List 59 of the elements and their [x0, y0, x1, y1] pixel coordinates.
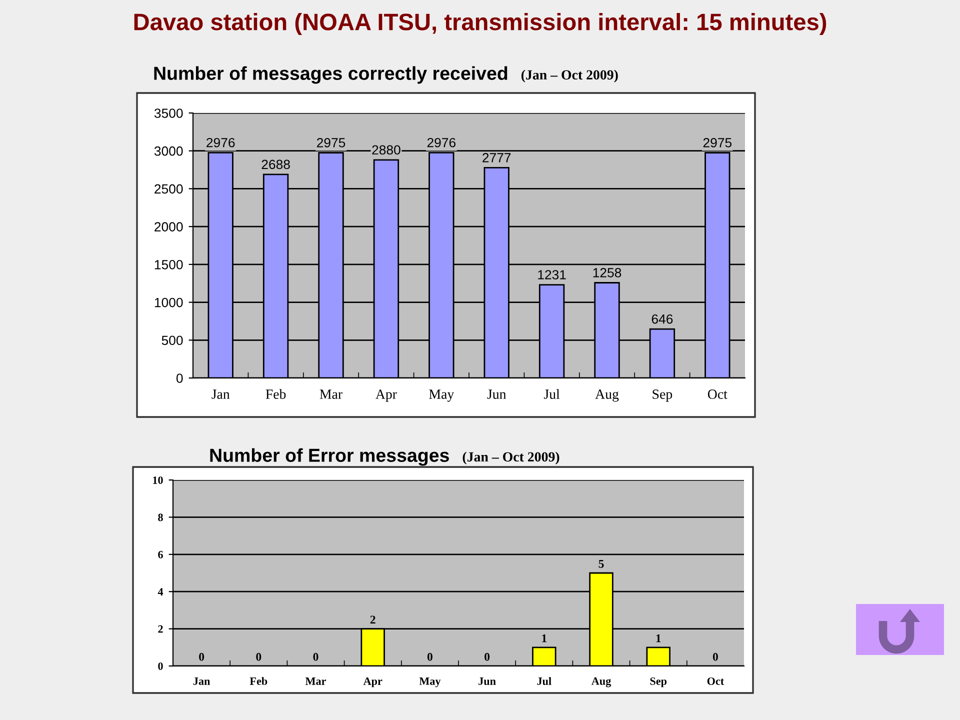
y-tick-label: 3500: [154, 108, 183, 118]
x-tick-label: Aug: [591, 677, 612, 688]
data-label: 2975: [703, 138, 732, 148]
x-tick-label: Sep: [652, 390, 672, 402]
chart-title: Number of Error messages: [210, 448, 449, 466]
y-tick-label: 0: [176, 374, 183, 383]
x-tick-label: May: [419, 678, 441, 688]
y-tick-label: 2: [158, 625, 163, 633]
y-tick-label: 4: [158, 588, 164, 596]
x-tick-label: Jul: [537, 677, 552, 685]
data-label: 646: [652, 314, 673, 324]
y-tick-label: 1000: [154, 298, 183, 308]
data-label: 0: [712, 652, 718, 661]
data-label: 1: [542, 634, 546, 642]
y-tick-label: 500: [162, 336, 183, 346]
x-tick-label: Oct: [708, 390, 728, 399]
y-tick-label: 6: [158, 550, 163, 558]
x-tick-label: Sep: [650, 677, 667, 688]
x-tick-label: Mar: [305, 678, 326, 685]
y-tick-label: 8: [158, 514, 163, 522]
x-tick-label: May: [429, 390, 454, 402]
data-label: 0: [256, 652, 262, 661]
data-label: 0: [199, 652, 204, 661]
data-label: 0: [484, 652, 490, 661]
text: Davao station (NOAA ITSU, transmission interval: 15 minutes): [134, 12, 826, 36]
data-label: 0: [313, 652, 318, 661]
x-tick-label: Aug: [595, 390, 619, 402]
x-tick-label: Jun: [478, 678, 496, 685]
x-tick-label: Apr: [376, 390, 397, 402]
data-label: 0: [427, 652, 432, 661]
data-label: 2880: [372, 145, 400, 155]
x-tick-label: Feb: [266, 389, 286, 399]
chart-title: Number of messages correctly received: [154, 66, 508, 84]
x-tick-label: Jun: [487, 390, 506, 399]
data-label: 2975: [316, 138, 346, 148]
y-tick-label: 2000: [154, 222, 183, 232]
y-tick-label: 10: [153, 476, 163, 484]
x-tick-label: Jan: [193, 678, 210, 685]
y-tick-label: 2500: [154, 184, 183, 194]
data-label: 1258: [593, 268, 622, 278]
y-tick-label: 0: [158, 662, 163, 670]
x-tick-label: Feb: [250, 677, 268, 685]
data-label: 2: [370, 616, 376, 624]
data-label: 1: [656, 634, 661, 642]
data-label: 2688: [262, 160, 290, 170]
x-tick-label: Mar: [320, 390, 342, 399]
chart-subtitle: (Jan – Oct 2009): [462, 452, 560, 464]
data-label: 2777: [482, 153, 511, 162]
data-label: 5: [598, 560, 604, 568]
y-tick-label: 3000: [154, 146, 183, 156]
y-tick-label: 1500: [154, 260, 183, 270]
x-tick-label: Jul: [544, 389, 560, 399]
data-label: 2976: [206, 138, 235, 148]
data-label: 1231: [538, 270, 566, 280]
x-tick-label: Jan: [212, 390, 230, 399]
chart-subtitle: (Jan – Oct 2009): [521, 70, 618, 82]
x-tick-label: Apr: [363, 677, 382, 688]
data-label: 2976: [427, 138, 456, 148]
x-tick-label: Oct: [707, 677, 724, 685]
